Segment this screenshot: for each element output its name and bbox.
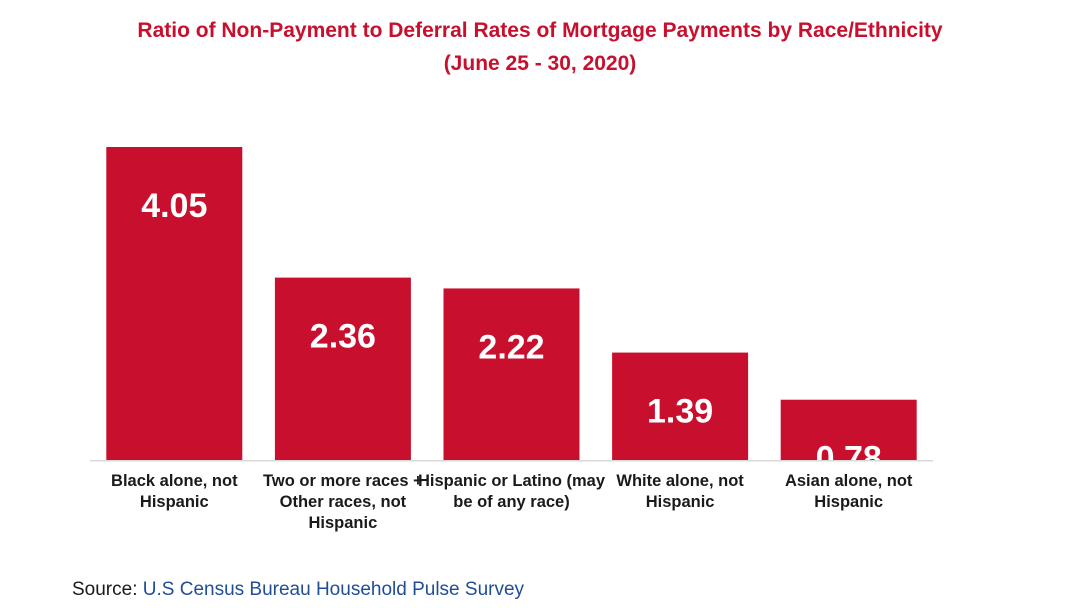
bar-value-label-5: 0.78 bbox=[816, 440, 882, 478]
chart-subtitle: (June 25 - 30, 2020) bbox=[443, 52, 637, 75]
category-label-1: Black alone, not Hispanic bbox=[111, 472, 238, 511]
bar-1 bbox=[106, 147, 243, 460]
category-label-5: Asian alone, not Hispanic bbox=[784, 472, 913, 511]
source-prefix: Source: bbox=[72, 579, 143, 600]
bar-5 bbox=[780, 399, 917, 460]
bar-value-label-4: 1.39 bbox=[647, 393, 713, 431]
category-label-2: Two or more races + Other races, not His… bbox=[263, 472, 423, 532]
category-label-4: White alone, not Hispanic bbox=[616, 472, 744, 511]
category-label-3: Hispanic or Latino (may be of any race) bbox=[417, 472, 606, 511]
bar-value-label-2: 2.36 bbox=[310, 318, 376, 356]
bar-4 bbox=[612, 352, 749, 460]
bars-group: 4.05 2.36 2.22 1.39 0.78 bbox=[106, 147, 917, 478]
source-note: Source: U.S Census Bureau Household Puls… bbox=[72, 579, 524, 601]
bar-value-label-3: 2.22 bbox=[478, 328, 544, 366]
bar-2 bbox=[274, 277, 411, 460]
source-link[interactable]: U.S Census Bureau Household Pulse Survey bbox=[142, 579, 525, 600]
bar-value-label-1: 4.05 bbox=[141, 187, 207, 225]
bar-3 bbox=[443, 288, 580, 460]
chart-title: Ratio of Non-Payment to Deferral Rates o… bbox=[137, 19, 943, 42]
